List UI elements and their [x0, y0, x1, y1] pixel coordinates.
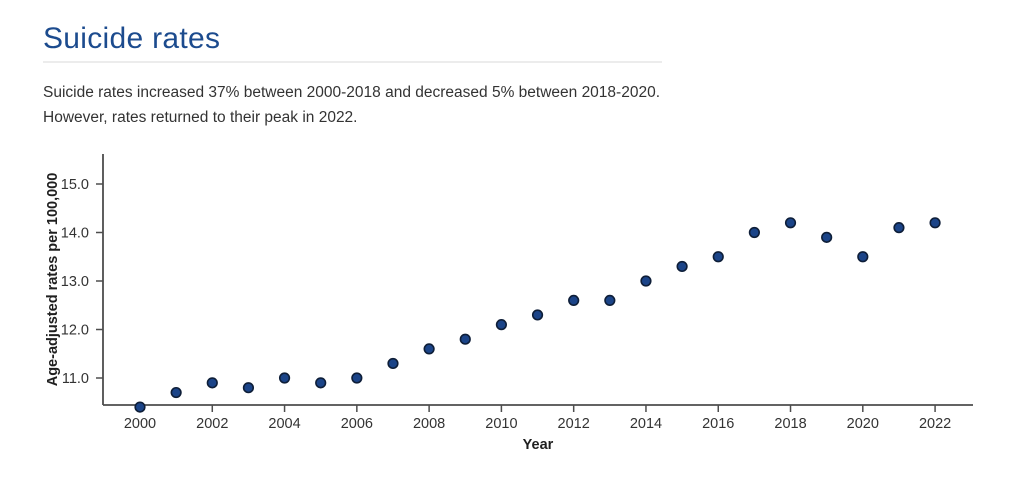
x-axis-tick-label: 2020: [847, 416, 879, 432]
data-point: [134, 401, 146, 413]
chart-description-line-1: Suicide rates increased 37% between 2000…: [43, 84, 660, 101]
data-point: [893, 222, 905, 234]
x-axis-tick-label: 2006: [341, 416, 373, 432]
data-point: [784, 217, 797, 229]
x-axis-tick-label: 2000: [124, 416, 156, 432]
page-title: Suicide rates: [43, 22, 221, 55]
data-point: [857, 251, 869, 263]
x-axis-tick-label: 2004: [268, 416, 300, 432]
data-point: [278, 372, 291, 384]
data-point: [170, 386, 182, 399]
data-point: [531, 309, 544, 321]
x-axis-tick-label: 2002: [196, 416, 228, 432]
x-axis-tick-label: 2008: [413, 416, 445, 432]
data-point: [676, 260, 688, 273]
y-axis-tick-label: 11.0: [62, 371, 89, 387]
chart-description: Suicide rates increased 37% between 2000…: [43, 80, 983, 130]
data-point: [387, 357, 399, 370]
x-axis-tick-label: 2018: [774, 416, 806, 432]
data-point: [242, 382, 255, 394]
header: Suicide rates Suicide rates increased 37…: [43, 0, 983, 130]
x-axis-tick-label: 2016: [702, 416, 734, 432]
data-point: [351, 372, 363, 384]
data-point: [604, 294, 616, 307]
data-point: [821, 231, 833, 243]
data-point: [929, 217, 941, 229]
y-axis-tick-label: 12.0: [61, 323, 89, 339]
x-axis-tick-label: 2010: [485, 416, 517, 432]
data-point: [640, 275, 652, 287]
chart-description-line-2: However, rates returned to their peak in…: [43, 109, 358, 126]
data-point: [712, 251, 724, 263]
x-axis-tick-label: 2012: [558, 416, 590, 432]
y-axis-tick-label: 15.0: [61, 177, 89, 193]
data-point: [459, 333, 471, 345]
data-point: [206, 377, 218, 389]
y-axis-title: Age-adjusted rates per 100,000: [45, 173, 61, 387]
y-axis-tick-label: 14.0: [61, 226, 89, 242]
data-point: [568, 294, 580, 307]
x-axis-tick-label: 2022: [919, 416, 951, 432]
data-point: [748, 226, 760, 239]
y-axis-tick-label: 13.0: [61, 274, 89, 290]
x-axis-tick-label: 2014: [630, 416, 662, 432]
data-point: [315, 377, 327, 389]
title-rule: [43, 61, 662, 63]
data-point: [495, 319, 508, 331]
x-axis-title: Year: [523, 437, 554, 453]
data-point: [423, 343, 435, 355]
